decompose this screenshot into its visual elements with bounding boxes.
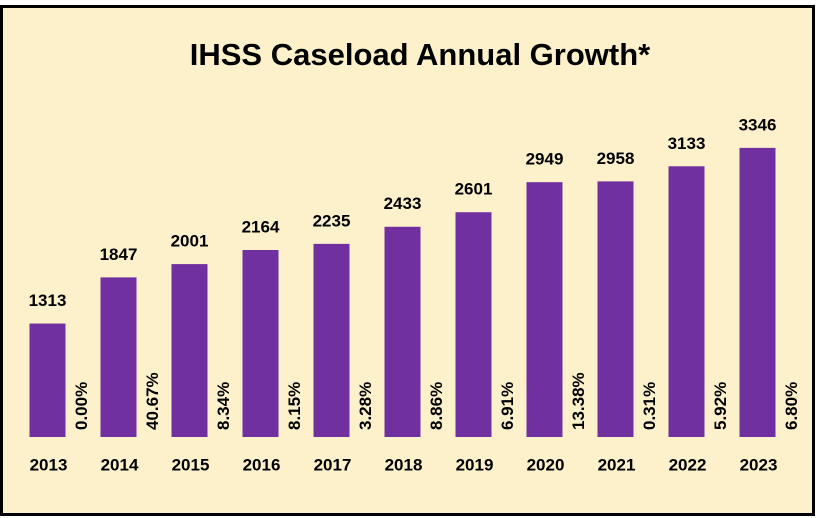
bar [526,182,563,437]
x-tick-label: 2017 [314,455,352,474]
x-tick-label: 2014 [101,455,139,474]
bar [455,212,492,437]
value-label: 3346 [739,115,777,134]
x-tick-label: 2016 [243,455,281,474]
growth-label: 6.80% [782,382,801,430]
growth-label: 8.15% [285,382,304,430]
value-label: 2958 [597,149,635,168]
growth-label: 3.28% [356,382,375,430]
bar [668,166,705,437]
value-label: 2433 [384,194,422,213]
value-label: 3133 [668,134,706,153]
bar [29,323,66,437]
bar [171,264,208,437]
x-tick-label: 2018 [385,455,423,474]
bar [242,250,279,437]
value-label: 2001 [171,232,209,251]
value-label: 2164 [242,217,280,236]
growth-label: 8.86% [427,382,446,430]
x-tick-label: 2021 [598,455,636,474]
value-label: 2235 [313,211,351,230]
x-tick-label: 2022 [669,455,707,474]
growth-label: 8.34% [214,382,233,430]
bar [739,147,776,437]
bar [100,277,137,437]
value-label: 1313 [29,291,67,310]
growth-label: 6.91% [498,382,517,430]
x-tick-label: 2013 [30,455,68,474]
value-label: 2601 [455,180,493,199]
x-tick-label: 2020 [527,455,565,474]
chart-title: IHSS Caseload Annual Growth* [190,37,651,72]
value-label: 2949 [526,150,564,169]
growth-label: 13.38% [569,372,588,430]
x-tick-label: 2019 [456,455,494,474]
x-tick-label: 2015 [172,455,210,474]
growth-label: 5.92% [711,382,730,430]
value-label: 1847 [100,245,138,264]
x-tick-label: 2023 [740,455,778,474]
growth-label: 40.67% [143,372,162,430]
growth-label: 0.31% [640,382,659,430]
bar [384,226,421,437]
bar [597,181,634,437]
bar [313,243,350,437]
growth-label: 0.00% [72,382,91,430]
